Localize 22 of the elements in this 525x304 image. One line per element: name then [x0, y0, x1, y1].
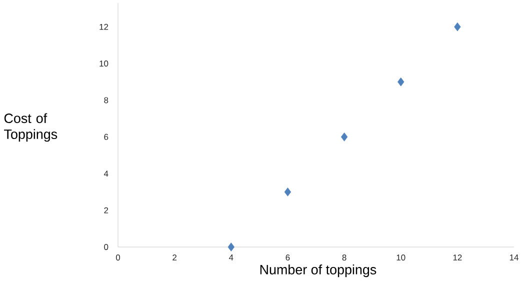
- x-tick-label: 6: [286, 254, 290, 261]
- point: [284, 188, 292, 196]
- x-tick-label: 12: [453, 254, 462, 260]
- point: [228, 242, 234, 252]
- x-tick-label: 2: [172, 254, 177, 260]
- x-tick-label: 10: [396, 254, 406, 261]
- y-axis-title: Cost of Toppings: [4, 113, 58, 142]
- point: [340, 132, 348, 142]
- y-tick-label: 0: [104, 244, 108, 250]
- y-tick-label: 6: [104, 134, 108, 140]
- point: [398, 77, 404, 86]
- x-tick-label: 0: [116, 254, 120, 261]
- y-tick-label: 2: [104, 207, 108, 214]
- x-tick-label: 4: [228, 254, 234, 260]
- x-tick-label: 8: [342, 254, 346, 261]
- y-tick-label: 4: [104, 170, 108, 177]
- x-axis-title: Number of toppings: [260, 264, 376, 278]
- y-tick-label: 12: [100, 24, 108, 30]
- y-tick-label: 10: [100, 60, 108, 67]
- point: [454, 22, 461, 32]
- x-tick-label: 14: [510, 254, 518, 260]
- y-tick-label: 8: [104, 97, 108, 104]
